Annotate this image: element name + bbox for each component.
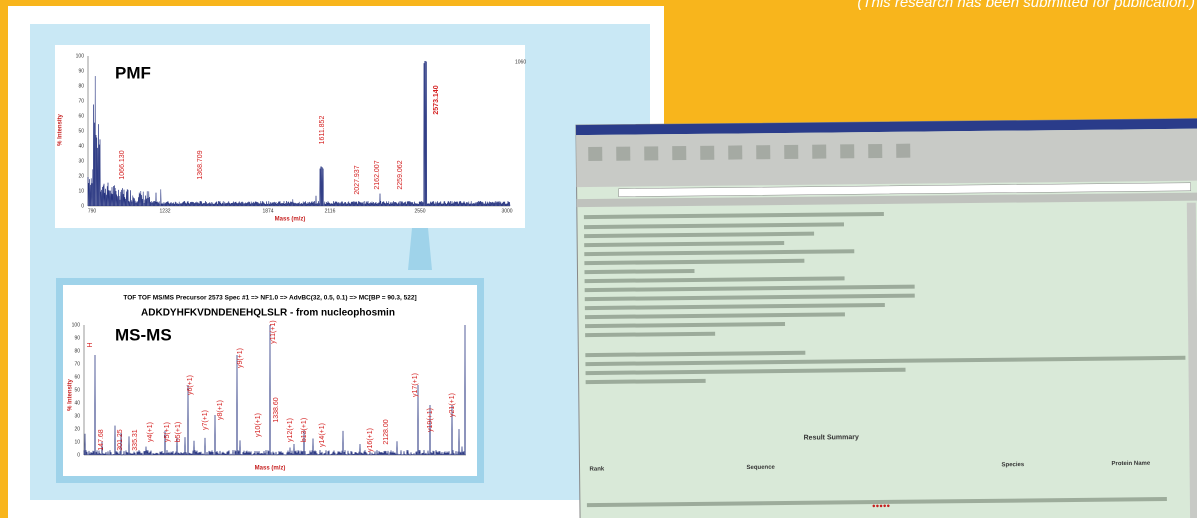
section-title: Result Summary [804, 434, 859, 442]
msms-title: MS-MS [115, 325, 172, 344]
peak-label: y4(+1) [147, 422, 154, 442]
max-label: 1060 [515, 59, 526, 65]
x-tick-label: 1874 [262, 208, 273, 214]
peak-label: 1368.709 [197, 150, 204, 179]
y-tick-label: 20 [74, 426, 80, 432]
y-tick-label: 100 [72, 322, 81, 328]
y-tick-label: 90 [78, 68, 84, 74]
peak-label: 2128.00 [383, 419, 390, 444]
toolbar-icon [812, 145, 826, 159]
toolbar-icon [840, 144, 854, 158]
y-tick-label: 80 [74, 348, 80, 354]
peak-label: b13(+1) [301, 418, 308, 442]
peak-label: 2027.937 [354, 165, 361, 194]
x-tick-label: 2116 [325, 208, 336, 214]
y-tick-label: 70 [78, 98, 84, 104]
peak-label: 1611.852 [319, 116, 326, 145]
peak-label: y14(+1) [319, 423, 326, 447]
y-tick-label: 50 [74, 387, 80, 393]
y-tick-label: 60 [78, 113, 84, 119]
y-tick-label: 0 [77, 452, 80, 458]
y-tick-label: 70 [74, 361, 80, 367]
callout [408, 228, 432, 270]
column-header: Sequence [747, 465, 776, 471]
column-header: Species [1001, 462, 1024, 468]
y-tick-label: 40 [78, 143, 84, 149]
peak-label: y5(+1) [164, 422, 171, 442]
peak-label: y12(+1) [287, 418, 294, 442]
peak-label: y6(+1) [187, 375, 194, 395]
x-axis-label: Mass (m/z) [255, 466, 286, 472]
y-tick-label: 50 [78, 128, 84, 134]
x-tick-label: 790 [88, 208, 97, 214]
toolbar-icon [728, 145, 742, 159]
peak-label: y17(+1) [412, 373, 419, 397]
toolbar-icon [672, 146, 686, 160]
peak-label: 2573.140 [433, 85, 440, 114]
y-tick-label: 40 [74, 400, 80, 406]
toolbar-icon [644, 146, 658, 160]
column-header: Rank [590, 466, 605, 472]
peak-label: y16(+1) [367, 428, 374, 452]
y-tick-label: 0 [81, 203, 84, 209]
y-tick-label: 90 [74, 335, 80, 341]
toolbar-icon [616, 147, 630, 161]
pmf-title: PMF [115, 63, 151, 82]
toolbar [576, 129, 1197, 188]
toolbar-icon [700, 146, 714, 160]
peak-label: y19(+1) [427, 408, 434, 432]
toolbar-icon [588, 147, 602, 161]
msms-subtitle: ADKDYHFKVDNDENEHQLSLR - from nucleophosm… [141, 308, 395, 319]
x-tick-label: 1232 [159, 208, 170, 214]
peak-label: y8(+1) [217, 400, 224, 420]
peak-label: y21(+1) [449, 393, 456, 417]
y-tick-label: 10 [78, 188, 84, 194]
peak-label: y9(+1) [237, 348, 244, 368]
y-tick-label: 10 [74, 439, 80, 445]
toolbar-icon [784, 145, 798, 159]
figure: (This research has been submitted for pu… [0, 0, 1197, 518]
y-axis-label: % Intensity [58, 114, 64, 146]
x-axis-label: Mass (m/z) [275, 217, 306, 223]
y-tick-label: 30 [74, 413, 80, 419]
y-tick-label: 60 [74, 374, 80, 380]
peak-label: 2259.062 [397, 160, 404, 189]
toolbar-icon [756, 145, 770, 159]
peak-label: 1338.60 [273, 397, 280, 422]
caption: (This research has been submitted for pu… [857, 0, 1195, 11]
toolbar-icon [868, 144, 882, 158]
peak-label: 1066.130 [119, 150, 126, 179]
column-header: Protein Name [1111, 461, 1150, 467]
peak-label: 2162.007 [374, 160, 381, 189]
peak-label: 335.31 [132, 429, 139, 451]
peak-label: y7(+1) [202, 410, 209, 430]
peak-label: y10(+1) [255, 413, 262, 437]
y-tick-label: 30 [78, 158, 84, 164]
y-axis-label: % Intensity [68, 379, 74, 411]
peak-label: H [87, 342, 94, 347]
x-tick-label: 3000 [501, 208, 512, 214]
peak-label: 147.68 [98, 429, 105, 451]
y-tick-label: 100 [76, 53, 85, 59]
screenshot: Result Summary Rank Sequence Species Pro… [576, 119, 1197, 518]
toolbar-icon [896, 144, 910, 158]
peak-label: 301.25 [117, 429, 124, 451]
peak-label: y11(+1) [270, 320, 277, 343]
y-tick-label: 80 [78, 83, 84, 89]
page: (This research has been submitted for pu… [0, 0, 1197, 518]
y-tick-label: 20 [78, 173, 84, 179]
x-tick-label: 2550 [414, 208, 425, 214]
peak-label: b5(+1) [175, 422, 182, 442]
msms-header: TOF TOF MS/MS Precursor 2573 Spec #1 => … [123, 295, 416, 302]
highlight: ●●●●● [872, 503, 891, 509]
